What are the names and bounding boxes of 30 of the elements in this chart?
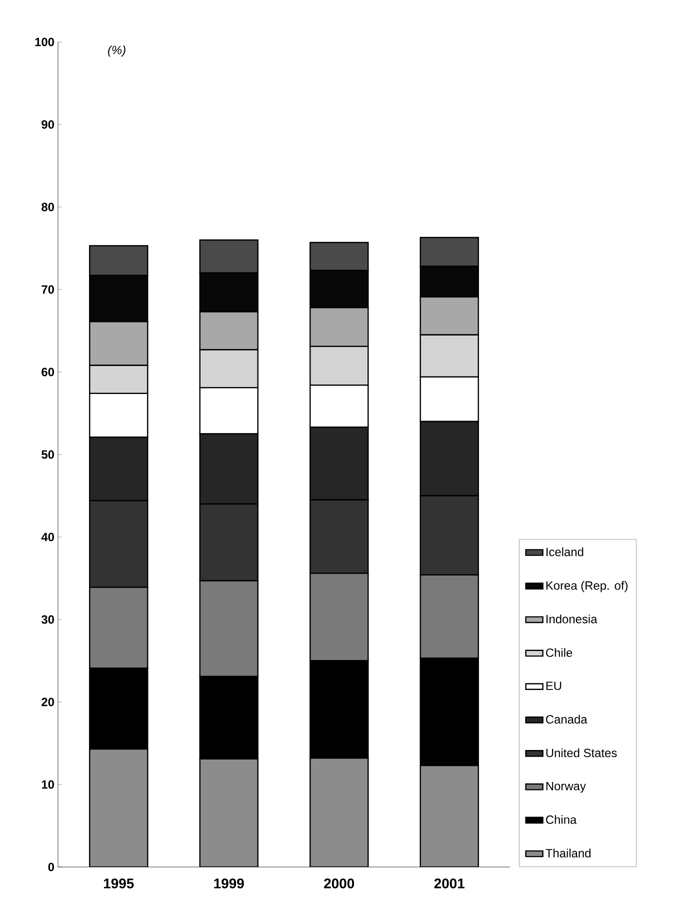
legend-label: United States	[546, 748, 617, 758]
x-tick-label: 1995	[104, 878, 134, 888]
y-tick-label: 50	[42, 450, 54, 459]
y-tick-label: 40	[41, 532, 54, 542]
x-tick-label: 1999	[214, 878, 244, 888]
bar	[199, 758, 258, 867]
legend-label: Iceland	[546, 547, 584, 556]
y-tick-label: 30	[41, 615, 54, 624]
y-tick-label: 60	[42, 368, 54, 376]
legend-label: Norway	[546, 782, 586, 793]
legend-label: Korea (Rep. of)	[546, 581, 628, 592]
y-tick-label: 70	[42, 285, 54, 294]
y-tick-label: 0	[48, 862, 54, 872]
legend-label: Thailand	[546, 848, 590, 858]
x-tick-label: 2000	[324, 878, 354, 888]
y-axis-title: (%)	[108, 46, 126, 57]
y-tick-label: 90	[42, 120, 54, 129]
y-tick-label: 100	[35, 38, 54, 46]
bar	[89, 748, 148, 867]
legend-label: EU	[546, 682, 562, 690]
x-tick-label: 2001	[434, 878, 464, 888]
legend-label: Canada	[546, 714, 588, 724]
bar	[420, 764, 479, 867]
y-tick-label: 80	[42, 202, 54, 212]
bar	[310, 758, 369, 867]
y-tick-label: 20	[42, 698, 54, 706]
legend-label: China	[546, 815, 577, 824]
legend-label: Chile	[546, 648, 572, 657]
y-tick-label: 10	[42, 780, 54, 789]
legend-label: Indonesia	[546, 614, 598, 624]
